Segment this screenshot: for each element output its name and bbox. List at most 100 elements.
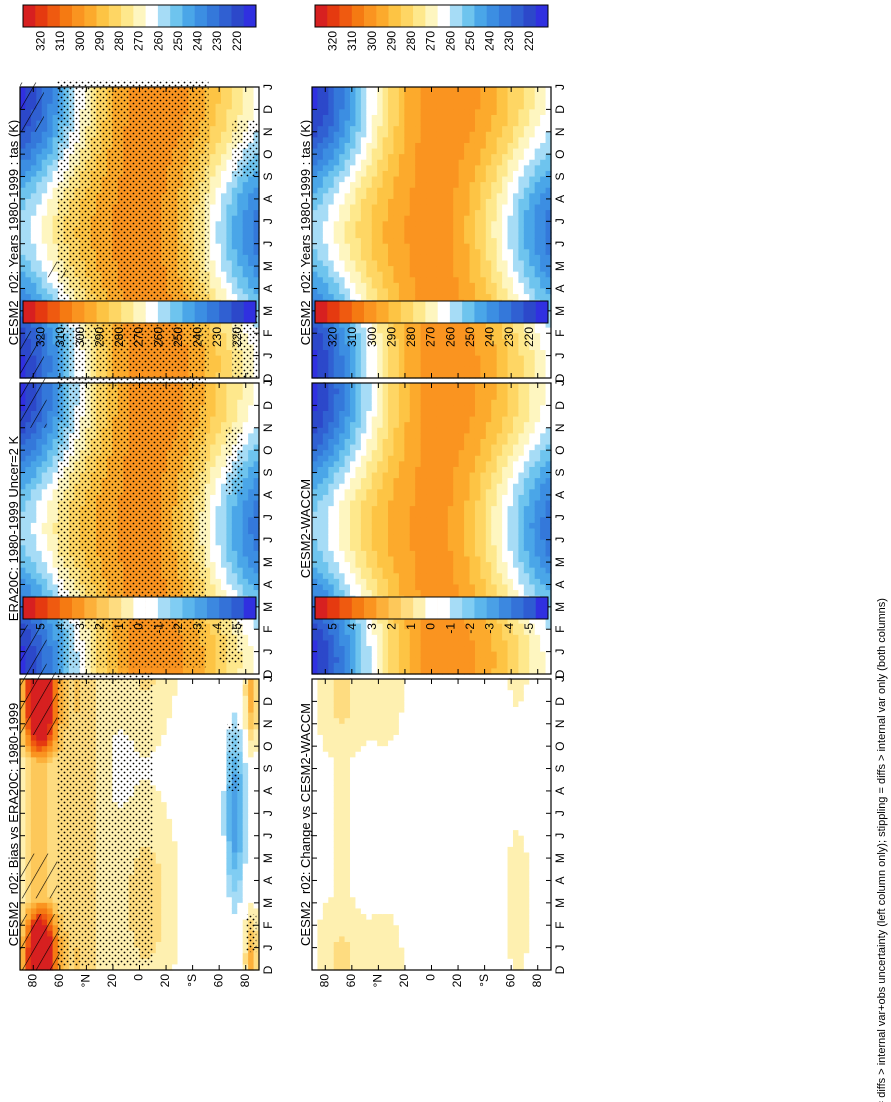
- heatmap-cell: [371, 282, 378, 290]
- heatmap-cell: [360, 92, 367, 99]
- heatmap-cell: [36, 500, 43, 507]
- heatmap-cell: [507, 131, 514, 138]
- heatmap-cell: [534, 333, 541, 340]
- heatmap-cell: [480, 109, 487, 116]
- heatmap-cell: [231, 98, 238, 105]
- heatmap-cell: [382, 288, 389, 295]
- heatmap-cell: [333, 277, 340, 284]
- heatmap-cell: [344, 322, 351, 329]
- heatmap-cell: [350, 327, 357, 334]
- heatmap-cell: [464, 165, 471, 172]
- heatmap-cell: [545, 210, 552, 217]
- heatmap-cell: [52, 221, 59, 228]
- heatmap-cell: [382, 282, 389, 290]
- heatmap-cell: [404, 249, 411, 256]
- heatmap-cell: [420, 366, 427, 374]
- heatmap-cell: [344, 137, 351, 144]
- heatmap-cell: [355, 243, 362, 250]
- heatmap-cell: [534, 327, 541, 334]
- heatmap-cell: [41, 221, 48, 228]
- heatmap-cell: [512, 170, 520, 178]
- heatmap-cell: [453, 142, 460, 150]
- heatmap-cell: [442, 238, 449, 245]
- heatmap-cell: [540, 103, 547, 110]
- heatmap-cell: [458, 103, 465, 110]
- heatmap-cell: [464, 131, 471, 138]
- heatmap-cell: [366, 243, 373, 250]
- colorbar-label: 270: [132, 31, 146, 51]
- heatmap-cell: [415, 243, 422, 250]
- heatmap-cell: [393, 187, 400, 194]
- heatmap-cell: [485, 338, 492, 346]
- heatmap-cell: [382, 131, 389, 138]
- heatmap-cell: [469, 120, 476, 127]
- heatmap-cell: [447, 109, 454, 116]
- heatmap-cell: [210, 333, 217, 340]
- heatmap-cell: [339, 282, 346, 290]
- heatmap-cell: [226, 187, 233, 194]
- heatmap-cell: [491, 344, 498, 351]
- heatmap-cell: [436, 344, 443, 351]
- heatmap-cell: [220, 109, 228, 116]
- heatmap-cell: [317, 154, 324, 161]
- colorbar-swatch: [121, 5, 134, 27]
- heatmap-cell: [317, 327, 324, 334]
- heatmap-cell: [253, 238, 260, 245]
- heatmap-cell: [20, 142, 27, 150]
- heatmap-cell: [20, 556, 27, 563]
- heatmap-cell: [25, 539, 32, 546]
- heatmap-cell: [529, 344, 536, 351]
- heatmap-cell: [442, 193, 449, 200]
- heatmap-cell: [485, 361, 492, 368]
- heatmap-cell: [518, 238, 525, 245]
- heatmap-cell: [220, 266, 228, 273]
- heatmap-cell: [464, 204, 471, 211]
- heatmap-cell: [393, 238, 400, 245]
- heatmap-cell: [322, 154, 329, 161]
- heatmap-cell: [355, 198, 362, 206]
- heatmap-cell: [404, 159, 411, 166]
- heatmap-cell: [328, 271, 335, 278]
- heatmap-cell: [404, 333, 411, 340]
- heatmap-cell: [415, 361, 422, 368]
- heatmap-cell: [382, 154, 389, 161]
- heatmap-cell: [242, 282, 249, 290]
- heatmap-cell: [328, 366, 335, 374]
- heatmap-cell: [431, 277, 438, 284]
- heatmap-cell: [507, 277, 514, 284]
- heatmap-cell: [248, 210, 255, 217]
- heatmap-cell: [431, 131, 438, 138]
- heatmap-cell: [485, 226, 492, 234]
- heatmap-cell: [25, 215, 32, 222]
- heatmap-cell: [220, 98, 228, 105]
- heatmap-cell: [518, 159, 525, 166]
- heatmap-cell: [328, 159, 335, 166]
- heatmap-cell: [350, 266, 357, 273]
- heatmap-cell: [529, 165, 536, 172]
- heatmap-cell: [371, 232, 378, 239]
- heatmap-cell: [25, 584, 32, 591]
- heatmap-cell: [30, 232, 37, 239]
- heatmap-cell: [420, 249, 427, 256]
- heatmap-cell: [220, 103, 228, 110]
- heatmap-cell: [339, 154, 346, 161]
- heatmap-cell: [518, 137, 525, 144]
- heatmap-cell: [242, 176, 249, 183]
- heatmap-cell: [328, 215, 335, 222]
- heatmap-cell: [317, 109, 324, 116]
- heatmap-cell: [344, 238, 351, 245]
- heatmap-cell: [215, 204, 222, 211]
- heatmap-cell: [453, 249, 460, 256]
- heatmap-cell: [447, 159, 454, 166]
- heatmap-cell: [436, 288, 443, 295]
- heatmap-cell: [30, 187, 37, 194]
- heatmap-cell: [415, 87, 422, 94]
- heatmap-cell: [377, 87, 384, 94]
- heatmap-cell: [20, 427, 27, 434]
- heatmap-cell: [529, 176, 536, 183]
- heatmap-cell: [420, 238, 427, 245]
- heatmap-cell: [30, 472, 37, 479]
- heatmap-cell: [47, 204, 54, 211]
- heatmap-cell: [436, 114, 443, 122]
- heatmap-cell: [512, 87, 520, 94]
